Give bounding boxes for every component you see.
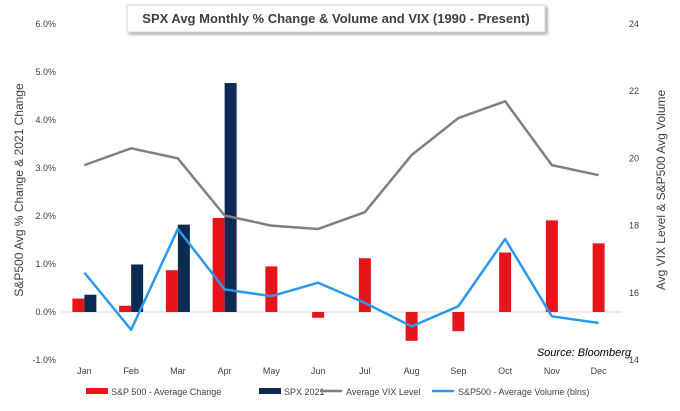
bar-sp500-avg [212,217,225,312]
bar-sp500-avg [592,243,605,312]
line-vix [83,100,599,231]
x-tick-label: Jun [311,366,326,376]
chart-title-frame [126,4,546,33]
source-note: Source: Bloomberg [537,347,632,359]
bar-sp500-avg [452,312,465,332]
x-axis-ticks: Jan Feb Mar Apr May Jun Jul Aug Sep Oct Nov Dec [77,366,607,376]
legend-label-sp500-avg: S&P 500 - Average Change [111,387,221,397]
left-tick-label: 6.0% [35,19,56,29]
bar-spx2021 [224,83,237,312]
chart-title-box: SPX Avg Monthly % Change & Volume and VI… [126,4,546,33]
legend-item-volume: S&P500 - Average Volume (blns) [432,387,589,397]
x-tick-label: Mar [170,366,186,376]
bar-spx2021 [84,294,97,312]
right-tick-label: 14 [629,355,639,365]
chart-title: SPX Avg Monthly % Change & Volume and VI… [142,11,529,26]
legend-item-sp500-avg: S&P 500 - Average Change [86,387,221,397]
bar-sp500-avg [499,252,512,312]
right-tick-label: 24 [629,19,639,29]
lines [83,100,599,332]
bar-sp500-avg [72,298,85,312]
x-tick-label: May [263,366,281,376]
right-axis-title: Avg VIX Level & S&P500 Avg Volume [654,89,668,290]
x-tick-label: Oct [498,366,513,376]
left-axis-title: S&P500 Avg % Change & 2021 Change [12,83,26,297]
legend-item-spx2021: SPX 2021 [259,387,325,397]
x-tick-label: Jul [359,366,371,376]
x-tick-label: Feb [123,366,139,376]
bar-sp500-avg [312,312,325,318]
bar-spx2021 [177,224,190,312]
right-tick-label: 22 [629,86,639,96]
left-tick-label: -1.0% [32,355,56,365]
right-axis-ticks: 14 16 18 20 22 24 [629,19,639,365]
right-tick-label: 20 [629,153,639,163]
legend-label-volume: S&P500 - Average Volume (blns) [458,387,589,397]
left-tick-label: 1.0% [35,259,56,269]
x-tick-label: Sep [450,366,466,376]
bars [72,83,605,341]
x-tick-label: Jan [77,366,92,376]
legend-label-spx2021: SPX 2021 [284,387,325,397]
x-tick-label: Aug [404,366,420,376]
legend-item-vix: Average VIX Level [320,387,420,397]
left-tick-label: 5.0% [35,67,56,77]
bar-spx2021 [131,264,144,312]
legend-swatch-spx2021 [259,388,281,394]
x-tick-label: Apr [218,366,232,376]
bar-sp500-avg [165,270,178,312]
legend-swatch-sp500-avg [86,388,108,394]
left-tick-label: 0.0% [35,307,56,317]
bar-sp500-avg [119,305,132,312]
legend-label-vix: Average VIX Level [346,387,420,397]
left-tick-label: 2.0% [35,211,56,221]
bar-sp500-avg [265,266,278,312]
left-axis-ticks: -1.0% 0.0% 1.0% 2.0% 3.0% 4.0% 5.0% 6.0% [32,19,56,365]
x-tick-label: Dec [591,366,608,376]
left-tick-label: 4.0% [35,115,56,125]
bar-sp500-avg [358,258,371,312]
left-tick-label: 3.0% [35,163,56,173]
right-tick-label: 16 [629,288,639,298]
bar-sp500-avg [545,220,558,312]
line-volume [83,227,599,332]
legend: S&P 500 - Average Change SPX 2021 Averag… [86,387,589,397]
x-tick-label: Nov [544,366,561,376]
right-tick-label: 18 [629,221,639,231]
